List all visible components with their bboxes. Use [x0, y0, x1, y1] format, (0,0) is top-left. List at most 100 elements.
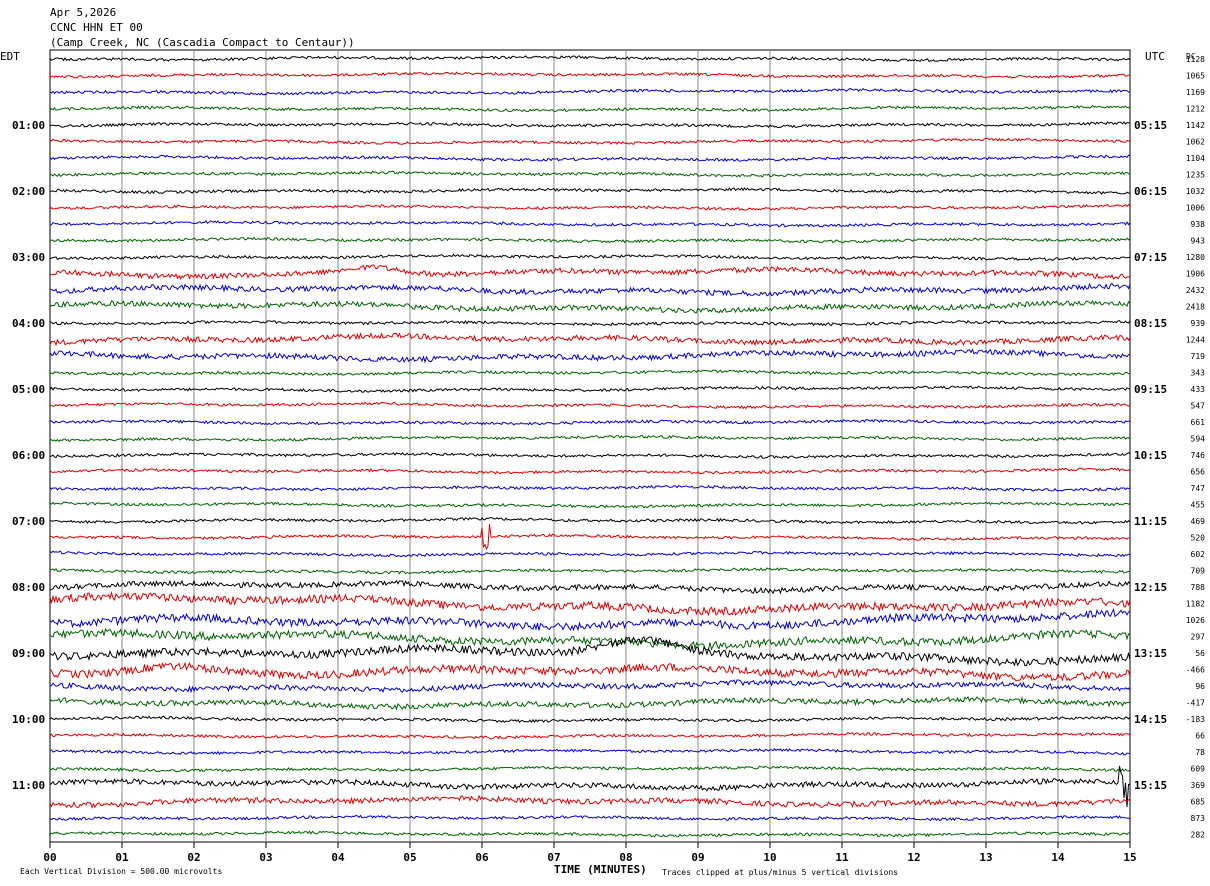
left-hour-label: 05:00 [12, 383, 45, 396]
dc-offset-label: 788 [1191, 583, 1206, 592]
right-hour-label: 08:15 [1134, 317, 1167, 330]
trace-line [49, 830, 1131, 838]
x-tick-label: 14 [1051, 851, 1065, 864]
trace-line [49, 579, 1131, 595]
dc-offset-label: 747 [1191, 484, 1206, 493]
trace-line [49, 524, 1130, 551]
trace-line [49, 419, 1131, 426]
dc-offset-label: 1169 [1186, 88, 1205, 97]
right-hour-labels: 05:15 06:15 07:15 08:15 09:15 10:15 11:15 12:15… [1134, 119, 1167, 792]
dc-offset-label: 369 [1191, 781, 1206, 790]
x-tick-label: 13 [979, 851, 992, 864]
dc-offset-label: 746 [1191, 451, 1206, 460]
trace-line [49, 137, 1131, 145]
right-hour-label: 15:15 [1134, 779, 1167, 792]
trace-line [49, 484, 1131, 492]
seismic-traces [49, 55, 1131, 838]
dc-offset-label: 66 [1195, 732, 1205, 741]
trace-line [49, 385, 1131, 393]
dc-offset-label: -417 [1186, 699, 1205, 708]
trace-line [49, 236, 1131, 244]
trace-line [49, 104, 1131, 113]
dc-header-label: DC [1186, 52, 1196, 61]
right-hour-label: 07:15 [1134, 251, 1167, 264]
trace-line [49, 715, 1131, 724]
x-tick-label: 06 [475, 851, 489, 864]
trace-line [49, 369, 1131, 377]
dc-offset-label: 1065 [1186, 72, 1205, 81]
trace-line [49, 253, 1131, 261]
dc-offset-label: 1235 [1186, 171, 1205, 180]
trace-line [49, 434, 1131, 443]
trace-line [49, 590, 1131, 617]
right-hour-label: 14:15 [1134, 713, 1167, 726]
dc-offset-label: 1212 [1186, 105, 1205, 114]
x-tick-label: 05 [403, 851, 416, 864]
x-tick-label: 10 [763, 851, 776, 864]
x-tick-label: 09 [691, 851, 704, 864]
trace-line [49, 661, 1131, 682]
footer-block: Each Vertical Division = 500.00 microvol… [20, 863, 898, 877]
x-tick-label: 11 [835, 851, 849, 864]
trace-line [50, 320, 1131, 327]
left-hour-label: 07:00 [12, 515, 45, 528]
header-block: Apr 5,2026 CCNC HHN ET 00 (Camp Creek, N… [50, 6, 355, 49]
trace-line [49, 282, 1131, 297]
dc-offset-label: 1244 [1186, 336, 1205, 345]
dc-offset-label: 1142 [1186, 121, 1205, 130]
left-hour-label: 10:00 [12, 713, 45, 726]
dc-offset-label: 1062 [1186, 138, 1205, 147]
left-hour-labels: 01:00 02:00 03:00 04:00 05:00 06:00 07:00 08:00… [12, 119, 45, 792]
minute-gridlines [121, 50, 1059, 842]
x-tick-label: 00 [43, 851, 56, 864]
dc-offset-label: 594 [1191, 435, 1206, 444]
left-hour-label: 01:00 [12, 119, 45, 132]
x-tick-label: 04 [331, 851, 345, 864]
right-hour-label: 10:15 [1134, 449, 1167, 462]
x-tick-label: 15 [1123, 851, 1136, 864]
dc-offset-label: 282 [1191, 831, 1206, 840]
right-timezone-label: UTC [1145, 50, 1165, 63]
right-hour-label: 06:15 [1134, 185, 1167, 198]
dc-offset-label: 661 [1191, 418, 1206, 427]
dc-offset-label: 547 [1191, 402, 1206, 411]
dc-offset-label: 1104 [1186, 154, 1205, 163]
x-tick-label: 07 [547, 851, 560, 864]
dc-offset-label: 343 [1191, 369, 1206, 378]
trace-line [49, 55, 1131, 63]
dc-offset-label: -183 [1186, 715, 1205, 724]
trace-line [49, 501, 1131, 509]
dc-offset-label: -466 [1186, 666, 1205, 675]
right-hour-label: 11:15 [1134, 515, 1167, 528]
right-hour-label: 12:15 [1134, 581, 1167, 594]
left-hour-label: 02:00 [12, 185, 45, 198]
x-tick-label: 02 [187, 851, 200, 864]
trace-line [49, 170, 1131, 178]
dc-offset-label: 96 [1195, 682, 1205, 691]
trace-line [49, 332, 1131, 347]
trace-line [49, 794, 1131, 809]
left-hour-label: 09:00 [12, 647, 45, 660]
header-date: Apr 5,2026 [50, 6, 116, 19]
dc-offset-label: 1906 [1186, 270, 1205, 279]
dc-offset-label: 938 [1191, 220, 1206, 229]
dc-offset-label: 602 [1191, 550, 1206, 559]
dc-offset-label: 1006 [1186, 204, 1205, 213]
dc-offset-label: 1128 [1186, 55, 1205, 64]
trace-line [49, 607, 1131, 632]
trace-line [49, 87, 1131, 96]
right-hour-label: 09:15 [1134, 383, 1167, 396]
dc-offset-label: 609 [1191, 765, 1206, 774]
trace-line [49, 299, 1131, 314]
dc-offset-label: 709 [1191, 567, 1206, 576]
right-hour-label: 13:15 [1134, 647, 1167, 660]
trace-line [49, 121, 1131, 129]
dc-offset-label: 873 [1191, 814, 1206, 823]
x-tick-label: 03 [259, 851, 272, 864]
trace-line [49, 765, 1131, 773]
right-hour-label: 05:15 [1134, 119, 1167, 132]
trace-line [49, 451, 1131, 460]
header-location: (Camp Creek, NC (Cascadia Compact to Cen… [50, 36, 355, 49]
dc-offset-label: 56 [1195, 649, 1205, 658]
